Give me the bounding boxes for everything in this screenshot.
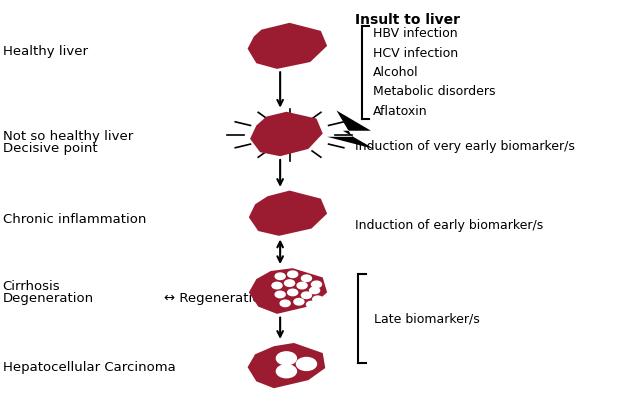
Polygon shape	[327, 111, 374, 149]
Polygon shape	[250, 112, 323, 156]
Text: Cirrhosis: Cirrhosis	[3, 280, 60, 293]
Circle shape	[272, 282, 282, 289]
Polygon shape	[249, 268, 327, 314]
Circle shape	[280, 300, 290, 306]
Circle shape	[288, 289, 298, 295]
Circle shape	[276, 365, 297, 378]
Circle shape	[288, 271, 298, 278]
Text: HBV infection: HBV infection	[373, 27, 457, 40]
Circle shape	[294, 298, 304, 305]
Text: Chronic inflammation: Chronic inflammation	[3, 213, 146, 226]
Circle shape	[310, 287, 319, 293]
Circle shape	[312, 296, 323, 302]
Circle shape	[297, 282, 307, 289]
Circle shape	[302, 292, 312, 298]
Polygon shape	[249, 190, 327, 236]
Circle shape	[312, 281, 321, 288]
Text: Alcohol: Alcohol	[373, 66, 418, 79]
Circle shape	[284, 280, 295, 287]
Text: Insult to liver: Insult to liver	[356, 13, 460, 26]
Text: Not so healthy liver: Not so healthy liver	[3, 130, 133, 143]
Text: Metabolic disorders: Metabolic disorders	[373, 85, 495, 98]
Text: Hepatocellular Carcinoma: Hepatocellular Carcinoma	[3, 361, 175, 374]
Circle shape	[302, 275, 312, 282]
Text: HCV infection: HCV infection	[373, 47, 458, 60]
Polygon shape	[248, 23, 327, 69]
Text: Degeneration: Degeneration	[3, 292, 94, 305]
Circle shape	[307, 301, 316, 308]
Text: Decisive point: Decisive point	[3, 142, 97, 155]
Text: Induction of early biomarker/s: Induction of early biomarker/s	[356, 219, 544, 232]
Circle shape	[276, 352, 297, 365]
Circle shape	[297, 357, 316, 370]
Text: Late biomarker/s: Late biomarker/s	[374, 312, 480, 325]
Circle shape	[275, 273, 285, 280]
Text: Induction of very early biomarker/s: Induction of very early biomarker/s	[356, 140, 575, 153]
Circle shape	[275, 291, 285, 298]
Polygon shape	[248, 343, 325, 388]
Text: Healthy liver: Healthy liver	[3, 46, 88, 59]
Text: Aflatoxin: Aflatoxin	[373, 105, 427, 118]
Text: ↔ Regeneration: ↔ Regeneration	[164, 292, 269, 305]
